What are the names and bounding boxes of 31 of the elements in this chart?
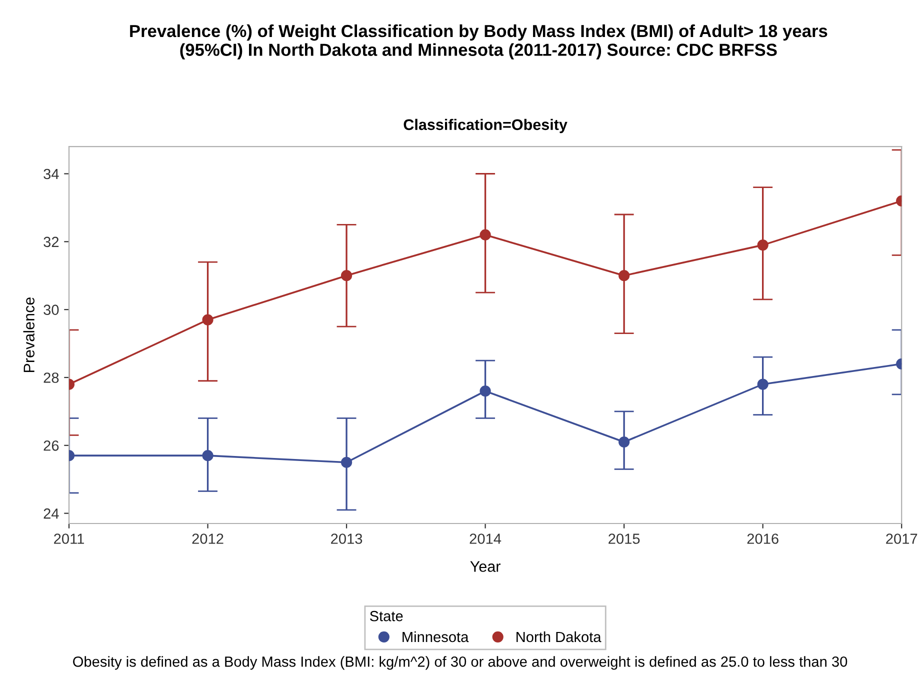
x-tick-label: 2016	[747, 534, 778, 544]
x-axis-title: Year	[470, 561, 500, 572]
point	[202, 314, 214, 326]
chart-subtitle: Classification=Obesity	[404, 118, 568, 134]
point	[202, 450, 214, 462]
y-axis-title: Prevalence	[23, 298, 34, 372]
x-tick-label: 2015	[608, 534, 640, 544]
y-tick-label: 28	[44, 372, 59, 383]
point	[618, 270, 630, 282]
x-tick-label: 2011	[54, 534, 84, 544]
legend-title: State	[370, 610, 403, 622]
point	[340, 270, 352, 282]
point	[757, 240, 768, 251]
y-tick-label: 24	[44, 508, 59, 519]
text: Obesity is defined as a Body Mass Index (BMI: kg/m^2) of 30 or above and overweight is defined as 25.0 to less than 30	[73, 656, 848, 670]
y-tick-label: 30	[44, 304, 59, 315]
x-tick-label: 2012	[192, 534, 224, 544]
point	[618, 436, 630, 448]
y-tick-label: 34	[44, 168, 59, 180]
y-tick-label: 26	[44, 440, 59, 451]
point	[480, 386, 491, 397]
x-tick-label: 2017	[886, 534, 918, 544]
point	[480, 229, 491, 240]
chart-title: Prevalence (%) of Weight Classification by Body Mass Index (BMI) of Adult> 18 years (95%CI) In North Dakota and Minnesota (2011-2017) Source: CDC BRFSS	[130, 24, 828, 60]
x-tick-label: 2013	[331, 534, 362, 544]
point	[757, 378, 768, 390]
point	[340, 456, 352, 468]
x-tick-label: 2014	[470, 534, 502, 544]
y-tick-label: 32	[44, 236, 59, 248]
legend-label: Minnesota	[402, 631, 469, 642]
legend-label: North Dakota	[516, 631, 602, 642]
